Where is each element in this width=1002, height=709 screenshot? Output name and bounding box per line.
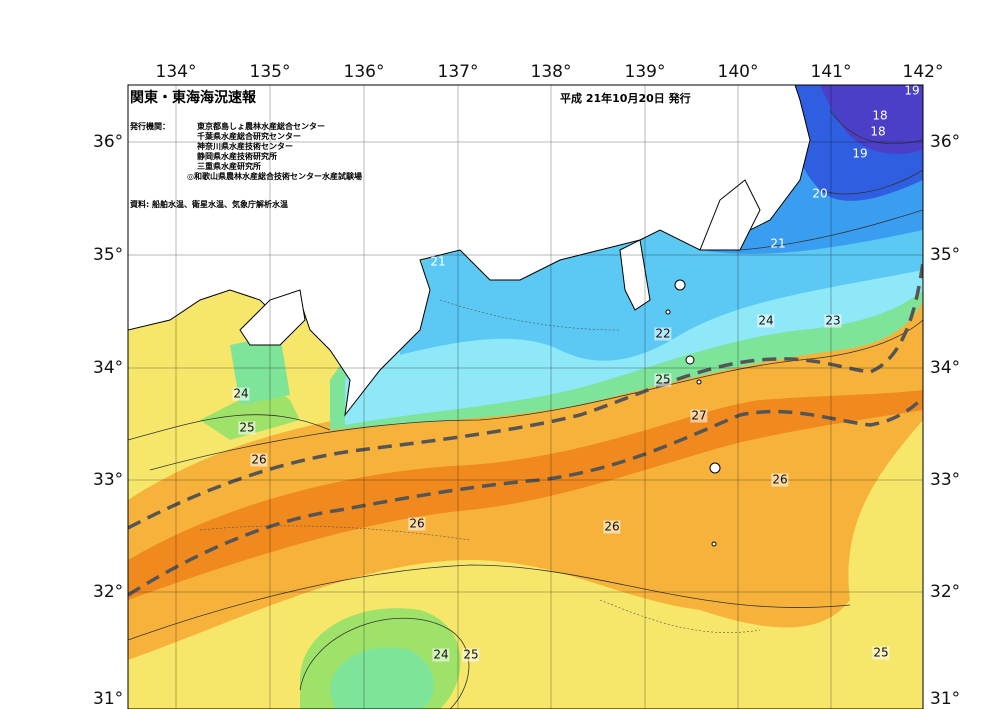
island-aogashima [711,541,717,547]
contour-label: 25 [654,372,672,387]
longitude-label: 141° [810,62,852,82]
contour-label: 25 [872,645,890,660]
issuer-item: 神奈川県水産技術センター [197,142,293,151]
contour-label: 18 [870,124,886,139]
issuer-item: 静岡県水産技術研究所 [197,152,277,161]
contour-label: 21 [430,254,446,269]
latitude-label: 36° [930,132,961,152]
issuers-label: 発行機関： [130,122,170,131]
contour-label: 26 [408,516,426,531]
longitude-label: 136° [343,62,385,82]
contour-label: 24 [432,647,450,662]
contour-label: 22 [654,326,672,341]
latitude-label: 31° [930,689,961,709]
contour-label: 19 [852,146,868,161]
map-frame [127,84,924,709]
contour-label: 20 [812,186,828,201]
contour-label: 26 [603,519,621,534]
contour-label: 25 [462,647,480,662]
land-kii-peninsula [128,85,811,417]
longitude-label: 137° [437,62,479,82]
issue-date: 平成 21年10月20日 発行 [560,92,691,105]
land-izu-peninsula [619,239,651,311]
latitude-label: 34° [93,358,124,378]
contour-label: 23 [824,313,842,328]
latitude-label: 32° [930,582,961,602]
map-title: 関東・東海海況速報 [130,90,256,106]
longitude-label: 142° [902,62,944,82]
longitude-label: 135° [249,62,291,82]
sst-zone-24-25-west [200,391,300,440]
contour-label: 25 [238,420,256,435]
issuer-item: 三重県水産研究所 [197,162,261,171]
latitude-label: 31° [93,689,124,709]
longitude-label: 140° [717,62,759,82]
latitude-label: 34° [930,358,961,378]
island-oshima [674,279,686,291]
longitude-label: 138° [530,62,572,82]
contour-label: 19 [904,83,920,98]
latitude-label: 35° [93,245,124,265]
sst-zone-18-19 [820,85,923,154]
sst-contours-dotted [199,299,761,633]
island-hachijo [709,462,721,474]
land-boso-peninsula [699,179,761,251]
contour-label: 18 [872,108,888,123]
issuer-item: 千葉県水産総合研究センター [197,132,301,141]
contour-label: 27 [690,408,708,423]
contour-label: 24 [757,313,775,328]
issuer-item: ◎和歌山県農林水産総合技術センター水産試験場 [187,172,362,181]
sst-contours [128,109,923,709]
sst-zone-23-24-eddy [330,647,434,709]
kuroshio-axis-south [128,396,923,597]
island-mikura [696,379,702,385]
latitude-label: 35° [930,245,961,265]
latitude-label: 33° [930,470,961,490]
contour-label: 26 [250,452,268,467]
sst-zone-27 [128,390,923,600]
kuroshio-axis-north [128,261,923,530]
latitude-label: 33° [93,470,124,490]
contour-label: 24 [232,386,250,401]
data-source: 資料: 船舶水温、衛星水温、気象庁解析水温 [130,200,288,209]
latitude-label: 36° [93,132,124,152]
island-niijima [665,309,671,315]
lat-lon-grid [128,85,923,709]
latitude-label: 32° [93,582,124,602]
island-miyake [685,355,695,365]
longitude-label: 139° [624,62,666,82]
issuer-item: 東京都島しょ農林水産総合センター [197,122,325,131]
contour-label: 21 [770,236,786,251]
longitude-label: 134° [155,62,197,82]
contour-label: 26 [771,472,789,487]
